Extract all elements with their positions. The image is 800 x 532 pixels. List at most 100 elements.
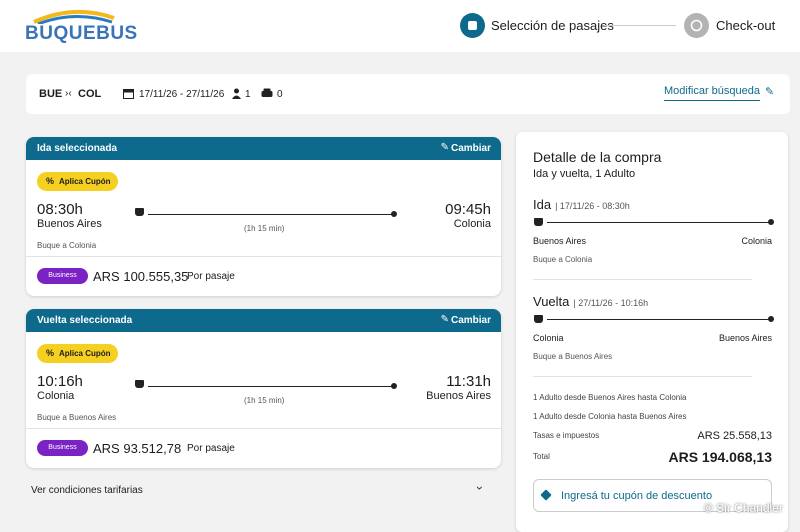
card-title: Ida seleccionada [37, 143, 118, 154]
search-bar [26, 74, 790, 114]
leg-to: Colonia [741, 236, 772, 246]
swap-icon: ›‹ [65, 88, 72, 99]
taxes: ARS 25.558,13 [697, 430, 772, 442]
divider [26, 428, 501, 429]
origin: BUE [39, 88, 63, 100]
tag-icon [540, 489, 552, 501]
leg-to: Buenos Aires [718, 333, 772, 343]
ship-icon [135, 380, 144, 388]
leg-label: Ida [533, 197, 552, 212]
ship-icon [135, 208, 144, 216]
duration: (1h 15 min) [244, 224, 285, 233]
divider [533, 376, 752, 377]
departure-time: 08:30h [37, 201, 83, 218]
price-unit: Por pasaje [187, 443, 235, 454]
destination: COL [78, 88, 102, 100]
step-connector [604, 25, 676, 26]
pencil-icon: ✎ [440, 314, 449, 325]
coupon-badge: % Aplica Cupón [37, 172, 118, 191]
summary-subtitle: Ida y vuelta, 1 Adulto [533, 168, 636, 180]
step-icon [460, 13, 485, 38]
pencil-icon: ✎ [440, 142, 449, 153]
route-line [547, 222, 771, 223]
leg-heading: Ida | 17/11/26 - 08:30h [533, 196, 630, 214]
ship-icon [534, 315, 543, 323]
change-button[interactable]: Cambiar [450, 315, 491, 326]
summary-title: Detalle de la compra [533, 149, 662, 165]
car-icon [261, 88, 273, 97]
trip-card: Ida seleccionada Cambiar ✎% Aplica Cupón 08:… [26, 137, 501, 296]
arrival-time: 09:45h [445, 201, 491, 218]
vessel: Buque a Buenos Aires [37, 413, 117, 422]
fare-line: 1 Adulto desde Colonia hasta Buenos Aire… [533, 412, 687, 421]
step-label: Selección de pasajes [491, 18, 614, 33]
leg-label: Vuelta [533, 294, 570, 309]
leg-from: Colonia [533, 333, 564, 343]
coupon-link: Ingresá tu cupón de descuento [561, 490, 713, 502]
divider [26, 256, 501, 257]
coupon-label: Aplica Cupón [59, 177, 111, 186]
leg-detail: | 17/11/26 - 08:30h [555, 201, 630, 211]
coupon-icon: % [46, 176, 55, 186]
route-end [391, 211, 397, 217]
step-label: Check-out [716, 18, 776, 33]
coupon-label: Aplica Cupón [59, 349, 111, 358]
leg-heading: Vuelta | 27/11/26 - 10:16h [533, 293, 648, 311]
total-label: Total [533, 452, 550, 461]
card-header [26, 137, 501, 160]
change-button[interactable]: Cambiar [450, 143, 491, 154]
card-title: Vuelta seleccionada [37, 315, 133, 326]
dates: 17/11/26 - 27/11/26 [139, 89, 225, 100]
vessel: Buque a Colonia [37, 241, 97, 250]
pencil-icon: ✎ [765, 86, 775, 98]
price-unit: Por pasaje [187, 271, 235, 282]
class-badge: Business [37, 440, 88, 456]
divider [533, 279, 752, 280]
fare-line: 1 Adulto desde Buenos Aires hasta Coloni… [533, 393, 687, 402]
passengers: 1 [245, 89, 251, 100]
taxes-label: Tasas e impuestos [533, 431, 600, 440]
arrival-city: Buenos Aires [426, 390, 491, 402]
price: ARS 100.555,35 [93, 269, 189, 284]
step-icon [684, 13, 709, 38]
modify-search[interactable]: Modificar búsqueda [664, 85, 761, 101]
logo: BUQUEBUS [25, 23, 138, 44]
person-icon [232, 88, 241, 99]
fare-conditions[interactable]: Ver condiciones tarifarias [31, 485, 143, 496]
departure-city: Buenos Aires [37, 218, 102, 230]
card-header [26, 309, 501, 332]
vehicles: 0 [277, 89, 283, 100]
route-end [391, 383, 397, 389]
departure-city: Colonia [37, 390, 75, 402]
watermark: © Sir Chandler [704, 501, 783, 515]
leg-vessel: Buque a Colonia [533, 255, 593, 264]
leg-vessel: Buque a Buenos Aires [533, 352, 613, 361]
leg-from: Buenos Aires [533, 236, 587, 246]
coupon-icon: % [46, 348, 55, 358]
trip-card: Vuelta seleccionada Cambiar ✎% Aplica Cupón… [26, 309, 501, 468]
route-line [148, 386, 394, 387]
summary-panel: Detalle de la compra Ida y vuelta, 1 Adul… [516, 132, 788, 532]
class-badge: Business [37, 268, 88, 284]
route-end [768, 219, 774, 225]
price: ARS 93.512,78 [93, 441, 182, 456]
duration: (1h 15 min) [244, 396, 285, 405]
arrival-city: Colonia [453, 218, 491, 230]
coupon-badge: % Aplica Cupón [37, 344, 118, 363]
class-label: Business [48, 272, 77, 279]
top-bar [0, 0, 800, 52]
departure-time: 10:16h [37, 373, 83, 390]
ship-icon [534, 218, 543, 226]
calendar-icon [123, 89, 134, 99]
route-line [148, 214, 394, 215]
route-end [768, 316, 774, 322]
chevron-icon: › [473, 486, 487, 490]
leg-detail: | 27/11/26 - 10:16h [573, 298, 649, 308]
arrival-time: 11:31h [446, 373, 491, 390]
total: ARS 194.068,13 [668, 449, 772, 465]
logo-mark [33, 9, 115, 24]
route-line [547, 319, 771, 320]
class-label: Business [48, 444, 77, 451]
coupon-box[interactable]: Ingresá tu cupón de descuento [533, 479, 772, 512]
